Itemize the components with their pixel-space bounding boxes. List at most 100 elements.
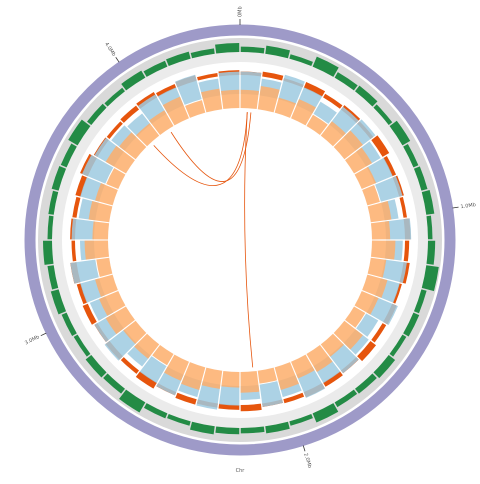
track-bar bbox=[139, 356, 167, 384]
link bbox=[153, 112, 248, 186]
track-bar bbox=[51, 166, 67, 191]
track-bar bbox=[175, 74, 202, 105]
track-bar bbox=[201, 88, 223, 113]
track-bar bbox=[354, 291, 379, 315]
track-bar bbox=[82, 303, 97, 325]
track-bar bbox=[262, 71, 284, 81]
track-bar bbox=[201, 367, 223, 389]
track-bar bbox=[345, 147, 373, 174]
track-bar bbox=[373, 355, 396, 379]
track-bar bbox=[47, 265, 59, 290]
track-bar bbox=[88, 201, 113, 223]
track-bar bbox=[175, 392, 197, 405]
track-bar bbox=[218, 71, 240, 96]
track-bar bbox=[84, 240, 110, 260]
track-bar bbox=[48, 190, 59, 215]
track-bar bbox=[355, 373, 377, 394]
track-bar bbox=[240, 403, 262, 412]
track-bar bbox=[303, 82, 326, 97]
track-bar bbox=[149, 110, 174, 135]
track-bar bbox=[121, 70, 146, 91]
track-bar bbox=[103, 373, 125, 394]
track-bar bbox=[87, 103, 107, 125]
track-bar bbox=[155, 83, 177, 97]
track-bar bbox=[371, 323, 387, 343]
track-bar bbox=[71, 218, 96, 240]
track-bar bbox=[403, 312, 420, 337]
tick-label: 1.0Mb bbox=[460, 202, 476, 210]
link bbox=[244, 112, 254, 368]
track-bar bbox=[164, 354, 189, 381]
track-bar bbox=[371, 135, 390, 157]
track-bar bbox=[196, 381, 221, 410]
track-bar bbox=[403, 143, 419, 168]
track-bar bbox=[143, 403, 168, 419]
track-bar bbox=[105, 306, 135, 335]
track-bar bbox=[181, 362, 206, 390]
track-bar bbox=[426, 240, 436, 265]
track-bar bbox=[291, 354, 315, 379]
track-bar bbox=[289, 54, 313, 67]
track-bar bbox=[370, 240, 396, 260]
track-bar bbox=[312, 56, 339, 77]
track-bar bbox=[355, 85, 378, 107]
track-bar bbox=[334, 389, 358, 408]
track-bar bbox=[120, 357, 140, 374]
track-bar bbox=[123, 320, 147, 344]
tick-label: 0Mb bbox=[238, 6, 244, 17]
track-bar bbox=[240, 71, 262, 96]
track-bar bbox=[306, 114, 328, 135]
track-bar bbox=[152, 345, 174, 366]
track-bar bbox=[392, 283, 402, 304]
track-bar bbox=[333, 130, 363, 160]
track-bar bbox=[73, 334, 91, 357]
track-bar bbox=[134, 333, 160, 359]
track-bar bbox=[356, 313, 379, 337]
track-bar bbox=[127, 113, 151, 137]
track-bar bbox=[240, 370, 260, 393]
track-bar bbox=[389, 334, 407, 357]
track-bar bbox=[135, 371, 157, 389]
track-bar bbox=[104, 87, 125, 107]
track-bar bbox=[68, 119, 91, 146]
track-bar bbox=[278, 74, 305, 105]
tick-label: 4.0Mb bbox=[103, 41, 117, 57]
track-bar bbox=[320, 121, 346, 147]
track-bar bbox=[399, 197, 407, 218]
track-bar bbox=[111, 125, 137, 151]
track-bar bbox=[95, 274, 118, 297]
track-bar bbox=[362, 274, 388, 298]
track-bar bbox=[76, 283, 88, 305]
track-bar bbox=[345, 306, 366, 328]
chromosome-label: Chr bbox=[236, 468, 246, 474]
track-bar bbox=[197, 73, 218, 81]
tick-mark bbox=[40, 332, 47, 337]
tick-mark bbox=[452, 206, 459, 209]
tick-mark bbox=[115, 57, 120, 63]
track-bar bbox=[136, 123, 160, 147]
track-bar bbox=[283, 392, 305, 404]
ideogram bbox=[24, 24, 456, 456]
tick-label: 3.0Mb bbox=[24, 334, 41, 346]
track-bar bbox=[403, 240, 410, 262]
track-bar bbox=[106, 168, 126, 189]
link bbox=[170, 112, 252, 182]
track-bar bbox=[240, 46, 265, 54]
track-bar bbox=[265, 45, 290, 59]
track-bar bbox=[96, 257, 113, 277]
track-bar bbox=[362, 185, 380, 206]
track-bar bbox=[215, 426, 240, 435]
track-bar bbox=[373, 104, 393, 125]
track-bar bbox=[413, 289, 427, 314]
track-bar bbox=[259, 381, 283, 407]
track-bar bbox=[99, 291, 126, 316]
track-bar bbox=[389, 120, 411, 146]
track-bar bbox=[257, 86, 280, 113]
track-bar bbox=[265, 421, 290, 434]
track-bar bbox=[215, 43, 240, 54]
track-bar bbox=[323, 93, 343, 109]
track-bar bbox=[167, 413, 191, 426]
track-bar bbox=[313, 101, 337, 124]
track-bar bbox=[289, 413, 313, 426]
